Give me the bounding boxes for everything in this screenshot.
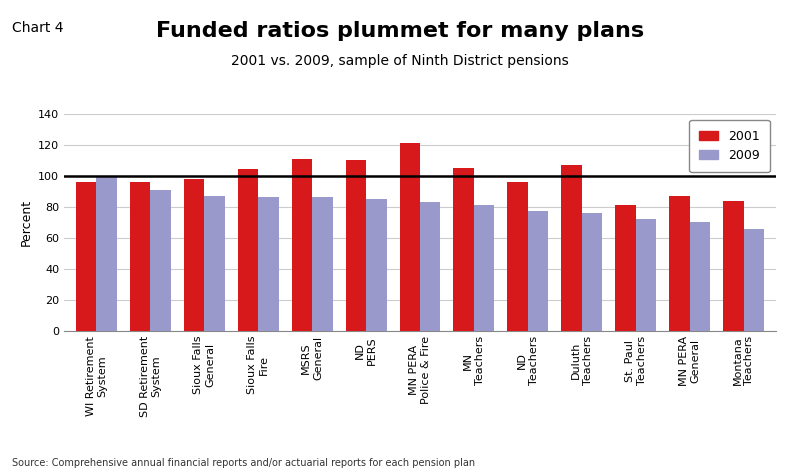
Bar bbox=[96, 175, 117, 331]
Bar bbox=[312, 197, 333, 331]
Bar bbox=[258, 197, 278, 331]
Bar bbox=[474, 205, 494, 331]
Bar bbox=[454, 168, 474, 331]
Bar bbox=[399, 143, 420, 331]
Y-axis label: Percent: Percent bbox=[19, 199, 33, 246]
Bar bbox=[204, 196, 225, 331]
Bar bbox=[184, 179, 204, 331]
Bar bbox=[292, 158, 312, 331]
Bar bbox=[723, 201, 744, 331]
Text: Funded ratios plummet for many plans: Funded ratios plummet for many plans bbox=[156, 21, 644, 41]
Bar bbox=[615, 205, 636, 331]
Bar bbox=[130, 182, 150, 331]
Bar bbox=[150, 190, 171, 331]
Bar bbox=[562, 165, 582, 331]
Bar bbox=[690, 222, 710, 331]
Text: 2001 vs. 2009, sample of Ninth District pensions: 2001 vs. 2009, sample of Ninth District … bbox=[231, 54, 569, 69]
Bar bbox=[669, 196, 690, 331]
Bar bbox=[238, 169, 258, 331]
Bar bbox=[346, 160, 366, 331]
Bar bbox=[420, 202, 441, 331]
Text: Source: Comprehensive annual financial reports and/or actuarial reports for each: Source: Comprehensive annual financial r… bbox=[12, 458, 475, 468]
Bar bbox=[636, 219, 656, 331]
Legend: 2001, 2009: 2001, 2009 bbox=[690, 120, 770, 172]
Bar bbox=[366, 199, 386, 331]
Bar bbox=[528, 211, 548, 331]
Bar bbox=[744, 228, 764, 331]
Bar bbox=[76, 182, 96, 331]
Bar bbox=[507, 182, 528, 331]
Bar bbox=[582, 213, 602, 331]
Text: Chart 4: Chart 4 bbox=[12, 21, 63, 35]
